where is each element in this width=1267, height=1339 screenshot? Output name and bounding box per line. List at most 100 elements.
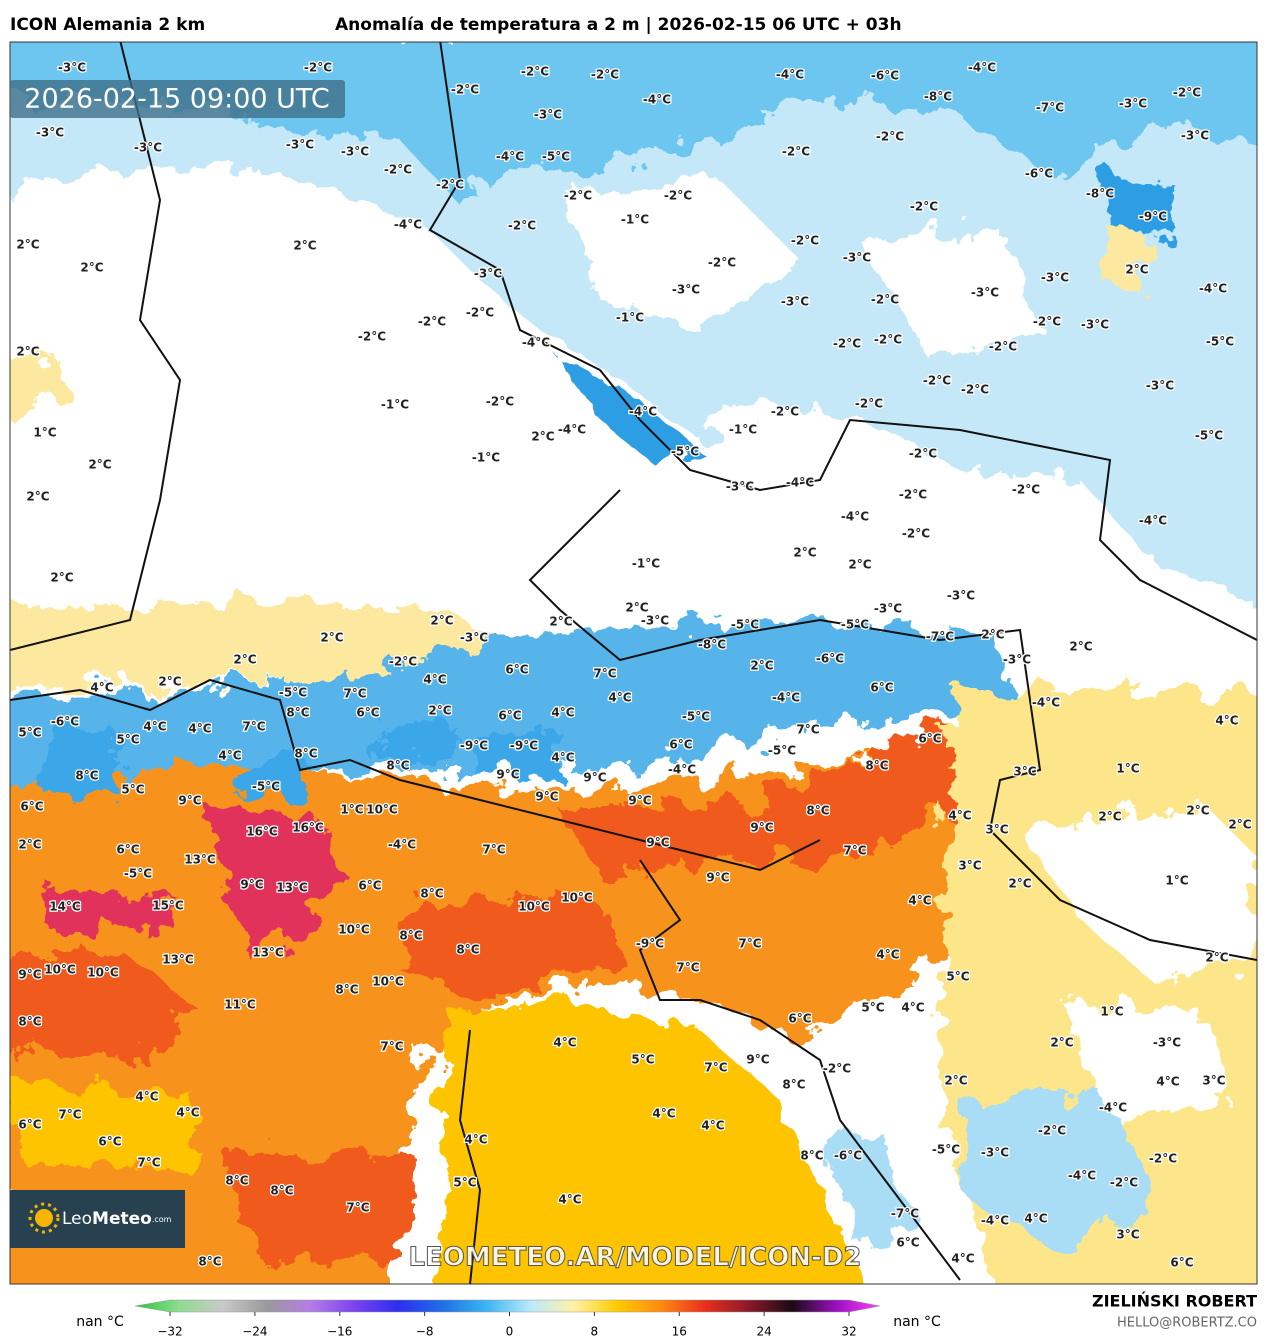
contour-label: 9°C (750, 821, 773, 835)
author: ZIELIŃSKI ROBERT (1092, 1292, 1257, 1311)
contour-label: 2°C (18, 838, 41, 852)
colorbar-tick-label: 0 (506, 1325, 514, 1339)
contour-label: -2°C (782, 145, 810, 159)
contour-label: 6°C (870, 681, 893, 695)
contour-labels: -3°C -2°C -2°C -2°C -4°C -6°C -4°C -3°C -3°C -2°C… (15, 59, 1253, 1271)
contour-label: -2°C (791, 234, 819, 248)
contour-label: 1°C (1165, 874, 1188, 888)
contour-label: 2°C (26, 490, 49, 504)
contour-label: 9°C (535, 790, 558, 804)
colorbar-tick-label: −32 (157, 1325, 182, 1339)
contour-label: 4°C (176, 1106, 199, 1120)
contour-label: 7°C (593, 667, 616, 681)
contour-label: 2°C (1008, 877, 1031, 891)
contour-label: -8°C (924, 90, 952, 104)
contour-label: 4°C (551, 751, 574, 765)
contour-label: 3°C (1202, 1074, 1225, 1088)
colorbar-left-label: nan °C (76, 1314, 124, 1330)
contour-label: -7°C (1036, 101, 1064, 115)
time-box (10, 80, 345, 118)
contour-label: 8°C (225, 1174, 248, 1188)
contour-label: 4°C (948, 809, 971, 823)
contour-label: -2°C (486, 395, 514, 409)
contour-label: -3°C (781, 295, 809, 309)
colorbar-tick-label: 16 (672, 1325, 687, 1339)
contour-label: 4°C (1215, 714, 1238, 728)
contour-label: 4°C (218, 749, 241, 763)
contour-label: 6°C (918, 732, 941, 746)
contour-label: -2°C (358, 330, 386, 344)
contour-label: -4°C (1099, 1101, 1127, 1115)
contour-label: 9°C (496, 768, 519, 782)
contour-label: 7°C (796, 723, 819, 737)
contour-label: 4°C (901, 1001, 924, 1015)
contour-label: -7°C (926, 630, 954, 644)
contour-label: -4°C (968, 61, 996, 75)
colorbar (134, 1299, 881, 1313)
contour-label: -4°C (1199, 282, 1227, 296)
contour-label: -2°C (418, 315, 446, 329)
contour-label: -5°C (124, 867, 152, 881)
contour-label: 8°C (386, 759, 409, 773)
contour-label: -4°C (841, 510, 869, 524)
contour-label: -3°C (843, 251, 871, 265)
contour-label: -2°C (855, 397, 883, 411)
contour-label: -1°C (616, 311, 644, 325)
contour-label: -2°C (961, 383, 989, 397)
contour-label: -2°C (871, 293, 899, 307)
contour-label: 9°C (746, 1053, 769, 1067)
contour-label: -3°C (641, 614, 669, 628)
contour-label: -2°C (664, 189, 692, 203)
contour-label: -6°C (834, 1149, 862, 1163)
contour-label: -3°C (286, 138, 314, 152)
contour-label: 5°C (18, 726, 41, 740)
contour-label: -2°C (384, 163, 412, 177)
contour-label: -6°C (871, 69, 899, 83)
contour-label: 4°C (652, 1107, 675, 1121)
contour-label: 15°C (152, 899, 184, 913)
colorbar-tick-label: 32 (841, 1325, 856, 1339)
contour-label: 2°C (233, 653, 256, 667)
contour-label: -6°C (51, 715, 79, 729)
contour-label: -2°C (902, 527, 930, 541)
contour-label: 3°C (985, 823, 1008, 837)
contour-label: -4°C (1032, 696, 1060, 710)
contour-label: -2°C (508, 219, 536, 233)
contour-label: -9°C (1139, 210, 1167, 224)
colorbar-right-label: nan °C (893, 1314, 941, 1330)
contour-label: 7°C (738, 937, 761, 951)
contour-label: -1°C (381, 398, 409, 412)
contour-label: 8°C (75, 769, 98, 783)
contour-label: 7°C (676, 961, 699, 975)
contour-label: -3°C (1153, 1036, 1181, 1050)
contour-label: -5°C (542, 150, 570, 164)
contour-label: 3°C (958, 859, 981, 873)
contour-label: 4°C (701, 1119, 724, 1133)
contour-label: -3°C (1119, 97, 1147, 111)
contour-label: 8°C (456, 943, 479, 957)
contour-label: -5°C (682, 710, 710, 724)
logo-suffix: .com (152, 1215, 172, 1224)
contour-label: -1°C (472, 451, 500, 465)
contour-label: -4°C (776, 68, 804, 82)
contour-label: -3°C (1003, 653, 1031, 667)
contour-label: 5°C (121, 783, 144, 797)
contour-label: 8°C (399, 929, 422, 943)
contour-label: 2°C (549, 615, 572, 629)
contour-label: 6°C (896, 1236, 919, 1250)
colorbar-tick-label: −24 (242, 1325, 267, 1339)
contour-label: 8°C (198, 1255, 221, 1269)
contour-label: -4°C (394, 218, 422, 232)
contour-label: -2°C (1012, 483, 1040, 497)
contour-label: -2°C (564, 189, 592, 203)
contour-label: 10°C (87, 966, 119, 980)
contour-label: 10°C (44, 963, 76, 977)
contour-label: 7°C (343, 687, 366, 701)
contour-label: -3°C (981, 1146, 1009, 1160)
contour-label: -4°C (522, 336, 550, 350)
contour-label: -2°C (823, 1062, 851, 1076)
contour-label: -3°C (341, 145, 369, 159)
contour-label: 2°C (320, 631, 343, 645)
